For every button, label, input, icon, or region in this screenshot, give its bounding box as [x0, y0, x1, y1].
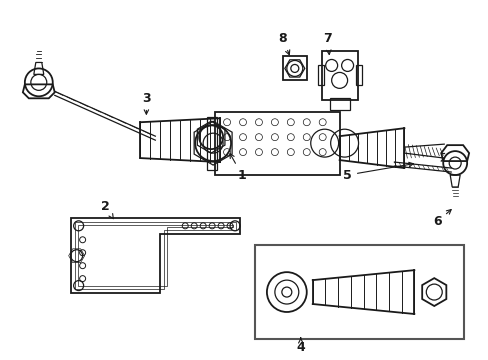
Bar [282, 57, 306, 80]
Bar [215, 112, 339, 175]
Text: 3: 3 [142, 92, 150, 114]
Text: 6: 6 [432, 210, 450, 228]
Text: 7: 7 [323, 32, 331, 54]
Bar [321, 50, 357, 100]
Text: 2: 2 [101, 201, 113, 219]
Bar [329, 98, 349, 110]
Bar [317, 66, 323, 85]
Bar [355, 66, 361, 85]
Text: 1: 1 [229, 154, 246, 181]
Text: 8: 8 [278, 32, 289, 55]
Bar [207, 117, 217, 170]
Text: 5: 5 [343, 162, 412, 181]
Bar [254, 245, 463, 339]
Text: 4: 4 [296, 338, 305, 354]
